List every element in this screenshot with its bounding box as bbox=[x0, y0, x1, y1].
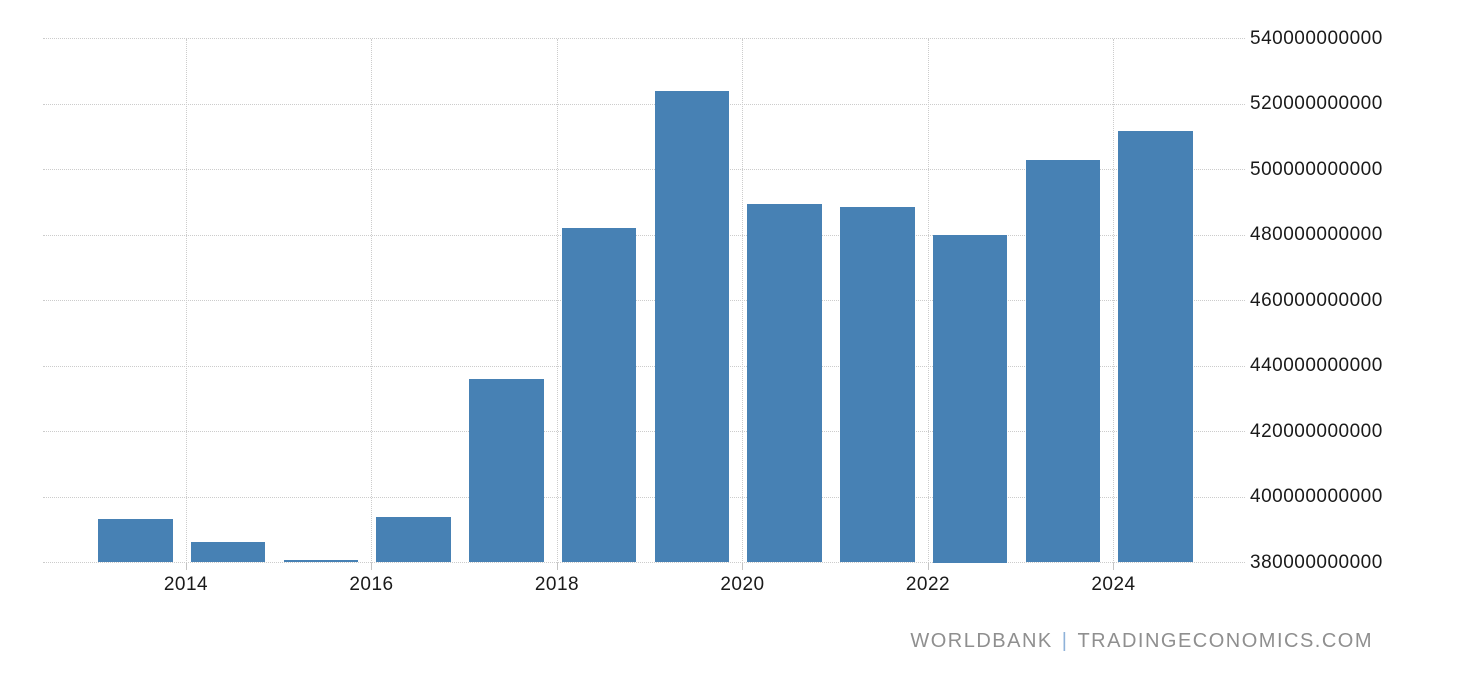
watermark-separator: | bbox=[1061, 630, 1069, 652]
gridline-horizontal bbox=[43, 38, 1245, 39]
y-axis-tick-label: 520000000000 bbox=[1250, 93, 1383, 114]
gridline-vertical bbox=[1113, 38, 1114, 563]
gridline-vertical bbox=[556, 38, 558, 563]
bar-2019[interactable] bbox=[654, 90, 729, 563]
x-axis-tick-label: 2024 bbox=[1091, 574, 1136, 595]
y-axis-tick-label: 540000000000 bbox=[1250, 27, 1383, 49]
y-axis-tick-label: 460000000000 bbox=[1250, 289, 1383, 311]
x-axis-tick-mark bbox=[742, 563, 743, 570]
bar-2015[interactable] bbox=[283, 559, 358, 563]
x-axis-tick-label: 2016 bbox=[349, 574, 394, 595]
gridline-horizontal bbox=[43, 496, 1245, 498]
bar-2018[interactable] bbox=[561, 228, 637, 563]
x-axis-tick-label: 2018 bbox=[534, 574, 580, 595]
y-axis-tick-label: 480000000000 bbox=[1250, 224, 1383, 245]
y-axis-tick-label: 500000000000 bbox=[1250, 158, 1383, 180]
x-axis-tick-label: 2014 bbox=[163, 574, 209, 595]
gridline-horizontal bbox=[43, 365, 1245, 367]
y-axis-tick-label: 420000000000 bbox=[1250, 420, 1383, 442]
x-axis-tick-label: 2022 bbox=[905, 574, 951, 595]
gridline-horizontal bbox=[43, 234, 1245, 236]
bar-2021[interactable] bbox=[840, 206, 915, 563]
x-axis-tick-label: 2020 bbox=[720, 574, 765, 595]
watermark-source-label: WORLDBANK bbox=[910, 630, 1053, 652]
gridline-horizontal bbox=[43, 431, 1245, 432]
bar-2017[interactable] bbox=[469, 379, 544, 563]
x-axis-tick-mark bbox=[1113, 563, 1114, 570]
x-axis-tick-mark bbox=[185, 563, 187, 570]
gridline-horizontal bbox=[43, 562, 1245, 563]
gridline-vertical bbox=[185, 38, 187, 563]
y-axis-tick-label: 400000000000 bbox=[1250, 486, 1383, 507]
x-axis-tick-mark bbox=[371, 563, 372, 570]
gridline-horizontal bbox=[43, 300, 1245, 301]
gridline-vertical bbox=[371, 38, 372, 563]
gridline-horizontal bbox=[43, 103, 1245, 105]
x-axis-tick-mark bbox=[556, 563, 558, 570]
y-axis-tick-label: 440000000000 bbox=[1250, 355, 1383, 376]
bar-2016[interactable] bbox=[376, 516, 451, 563]
bar-2023[interactable] bbox=[1025, 160, 1100, 563]
watermark: WORLDBANK | TRADINGECONOMICS.COM bbox=[910, 630, 1373, 653]
bar-2020[interactable] bbox=[747, 203, 822, 563]
watermark-site-label: TRADINGECONOMICS.COM bbox=[1077, 630, 1373, 652]
bar-2024[interactable] bbox=[1118, 131, 1193, 563]
y-axis-tick-label: 380000000000 bbox=[1250, 551, 1383, 573]
bar-2022[interactable] bbox=[932, 235, 1008, 563]
bar-2013[interactable] bbox=[98, 518, 173, 563]
gridline-horizontal bbox=[43, 169, 1245, 170]
gridline-vertical bbox=[742, 38, 743, 563]
gridline-vertical bbox=[927, 38, 929, 563]
x-axis-tick-mark bbox=[927, 563, 929, 570]
bar-2014[interactable] bbox=[190, 541, 266, 563]
